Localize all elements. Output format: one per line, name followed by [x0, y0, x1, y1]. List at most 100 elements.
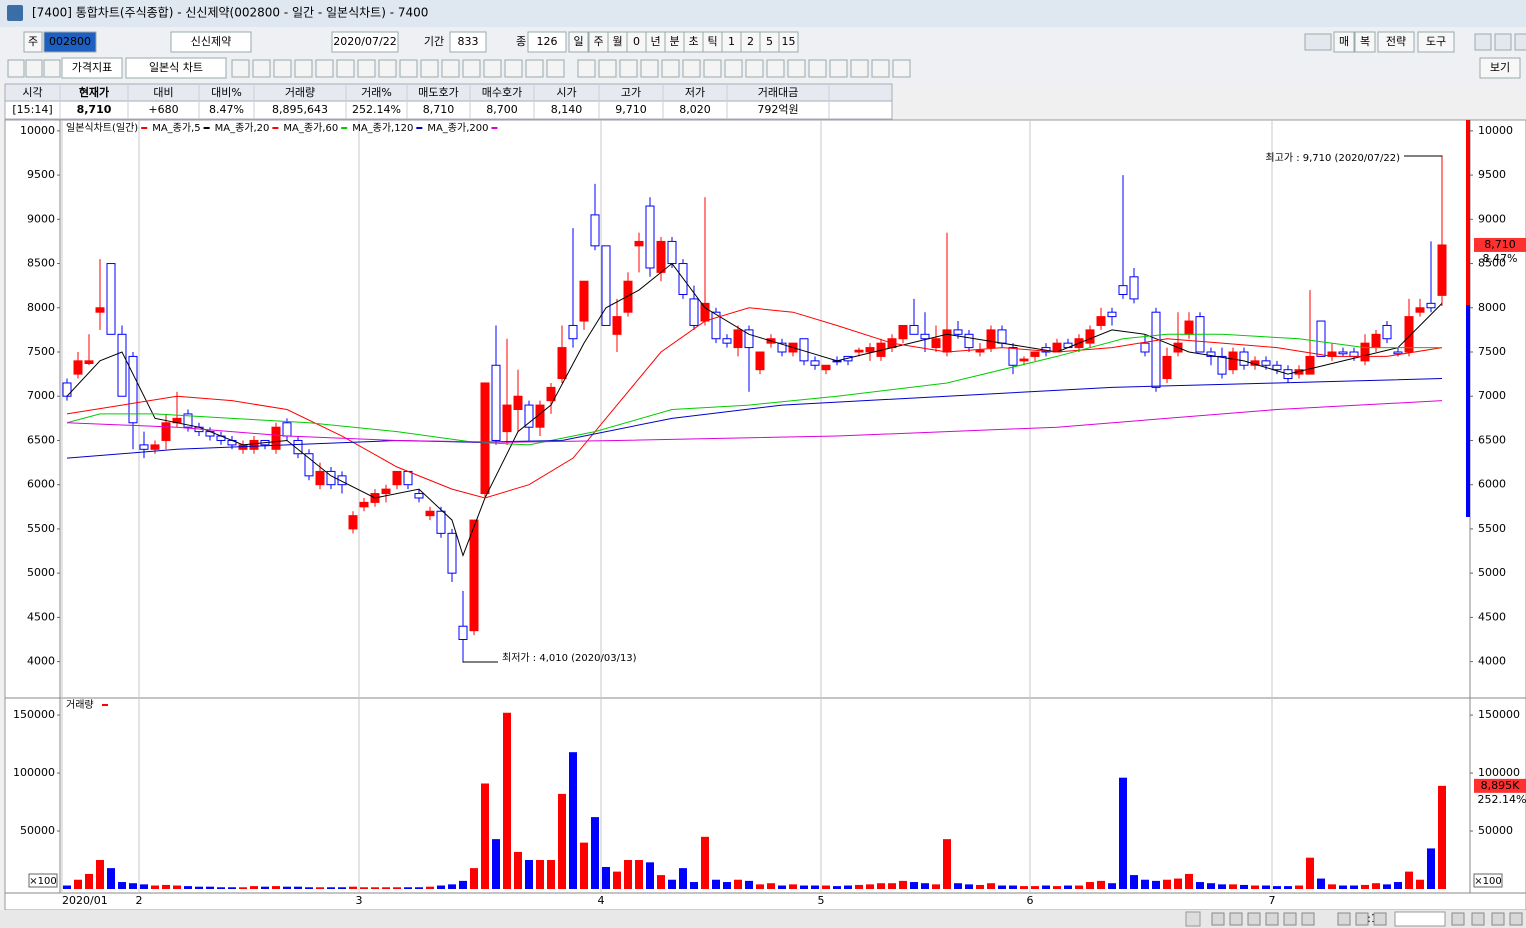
tool-icon[interactable]: [640, 59, 659, 78]
y-tick-label: 6500: [27, 433, 55, 446]
tool-icon[interactable]: [808, 59, 827, 78]
nav-icon[interactable]: [1265, 912, 1279, 926]
tool-icon[interactable]: [273, 59, 292, 78]
tool-icon[interactable]: [724, 59, 743, 78]
candle-body: [931, 338, 941, 349]
candle-body: [645, 205, 655, 269]
nav-icon[interactable]: [1491, 912, 1505, 926]
legend-label: MA_종가,5: [152, 122, 200, 134]
candle-body: [414, 493, 424, 499]
toolbar-button[interactable]: [449, 31, 487, 53]
toolbar-icon[interactable]: [1494, 33, 1512, 51]
nav-icon[interactable]: [1355, 912, 1369, 926]
tool-icon[interactable]: [357, 59, 376, 78]
quote-header: 거래량: [285, 86, 315, 99]
nav-icon[interactable]: [1283, 912, 1297, 926]
tool-icon[interactable]: [682, 59, 701, 78]
volume-bar: [877, 883, 885, 889]
tool-icon[interactable]: [850, 59, 869, 78]
toolbar-button[interactable]: [1479, 57, 1521, 79]
zoom-slider[interactable]: [1394, 911, 1446, 927]
volume-bar: [426, 886, 434, 889]
tool-icon[interactable]: [871, 59, 890, 78]
tool-icon[interactable]: [787, 59, 806, 78]
toolbar-button[interactable]: [170, 31, 252, 53]
volume-bar: [393, 887, 401, 889]
tool-icon[interactable]: [43, 59, 61, 78]
volume-bar: [701, 836, 709, 889]
toolbar-button[interactable]: [23, 31, 43, 53]
volume-bar: [151, 885, 159, 889]
candle-body: [755, 351, 765, 371]
tool-icon[interactable]: [25, 59, 43, 78]
tool-icon[interactable]: [766, 59, 785, 78]
toolbar-button[interactable]: [778, 31, 799, 53]
tool-icon[interactable]: [661, 59, 680, 78]
toolbar-button[interactable]: [43, 31, 97, 53]
toolbar-button[interactable]: [61, 57, 123, 79]
volume-bar: [74, 879, 82, 889]
toolbar-button[interactable]: [125, 57, 227, 79]
nav-icon[interactable]: [1247, 912, 1261, 926]
tool-icon[interactable]: [462, 59, 481, 78]
tool-icon[interactable]: [315, 59, 334, 78]
nav-icon[interactable]: [1229, 912, 1243, 926]
toolbar-button[interactable]: [331, 31, 399, 53]
tool-icon[interactable]: [829, 59, 848, 78]
toolbar-button[interactable]: [527, 31, 567, 53]
tool-icon[interactable]: [703, 59, 722, 78]
tool-icon[interactable]: [294, 59, 313, 78]
toolbar-button[interactable]: [1333, 31, 1355, 53]
toolbar-icon[interactable]: [1304, 33, 1332, 51]
tool-icon[interactable]: [231, 59, 250, 78]
tool-icon[interactable]: [483, 59, 502, 78]
toolbar-button[interactable]: [568, 31, 589, 53]
candle-body: [359, 501, 369, 508]
volume-bar: [547, 860, 555, 889]
tool-icon[interactable]: [577, 59, 596, 78]
toolbar-icon[interactable]: [1474, 33, 1492, 51]
volume-bar: [1042, 885, 1050, 889]
nav-icon[interactable]: [1509, 912, 1523, 926]
candle-body: [1437, 244, 1447, 296]
toolbar-icon[interactable]: [1514, 33, 1526, 51]
toolbar-label: 매: [1339, 35, 1349, 48]
tool-icon[interactable]: [420, 59, 439, 78]
volume-bar: [811, 885, 819, 889]
nav-icon[interactable]: [1301, 912, 1315, 926]
y-tick-label-right: 50000: [1478, 824, 1513, 837]
nav-icon[interactable]: [1373, 912, 1387, 926]
volume-bar: [118, 882, 126, 889]
candle-body: [271, 426, 281, 450]
volume-bar: [272, 886, 280, 889]
candle-body: [1096, 316, 1106, 326]
tool-icon[interactable]: [619, 59, 638, 78]
nav-icon[interactable]: [1471, 912, 1485, 926]
tool-icon[interactable]: [745, 59, 764, 78]
toolbar-button[interactable]: [1417, 31, 1455, 53]
tool-icon[interactable]: [598, 59, 617, 78]
toolbar-label: 신신제약: [191, 34, 231, 48]
tool-icon[interactable]: [378, 59, 397, 78]
candle-body: [381, 488, 391, 495]
volume-bar: [591, 817, 599, 889]
toolbar-button[interactable]: [1354, 31, 1376, 53]
nav-icon[interactable]: [1337, 912, 1351, 926]
tool-icon[interactable]: [525, 59, 544, 78]
tool-icon[interactable]: [399, 59, 418, 78]
tool-icon[interactable]: [336, 59, 355, 78]
volume-bar: [1240, 884, 1248, 889]
volume-bar: [1075, 885, 1083, 889]
scroll-button[interactable]: [1185, 911, 1201, 927]
tool-icon[interactable]: [252, 59, 271, 78]
quote-value: 8,710: [423, 103, 455, 116]
nav-icon[interactable]: [1211, 912, 1225, 926]
tool-icon[interactable]: [504, 59, 523, 78]
tool-icon[interactable]: [546, 59, 565, 78]
tool-icon[interactable]: [7, 59, 25, 78]
tool-icon[interactable]: [441, 59, 460, 78]
nav-icon[interactable]: [1451, 912, 1465, 926]
tool-icon[interactable]: [892, 59, 911, 78]
toolbar-button[interactable]: [1377, 31, 1415, 53]
volume-bar: [580, 842, 588, 889]
